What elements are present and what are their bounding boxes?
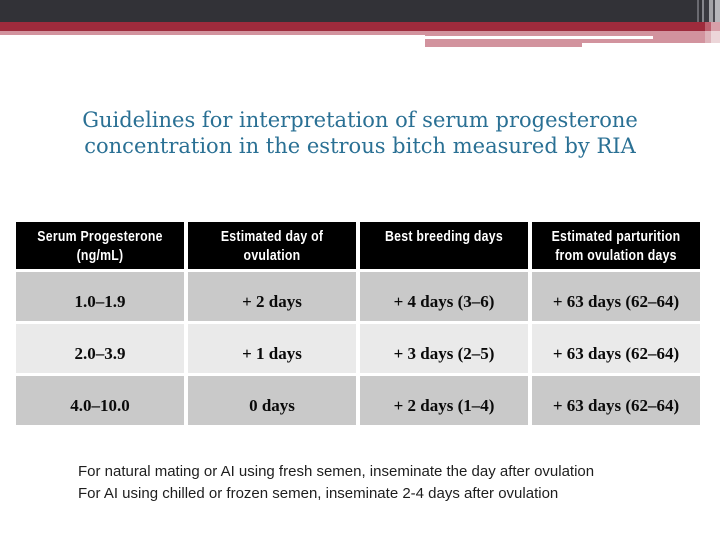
header-line: (ng/mL) bbox=[76, 247, 124, 264]
banner-edge-stripe bbox=[702, 0, 704, 22]
banner-edge-stripe bbox=[697, 0, 699, 22]
note-natural-mating: For natural mating or AI using fresh sem… bbox=[78, 463, 595, 480]
table-cell: + 4 days (3–6) bbox=[360, 272, 528, 321]
table-cell: 0 days bbox=[188, 376, 356, 425]
progesterone-table: Serum Progesterone (ng/mL) Estimated day… bbox=[16, 222, 700, 425]
banner-edge-stripe bbox=[715, 0, 720, 22]
table-cell: 1.0–1.9 bbox=[16, 272, 184, 321]
table-cell: 4.0–10.0 bbox=[16, 376, 184, 425]
header-line: from ovulation days bbox=[555, 247, 677, 264]
table-cell: + 63 days (62–64) bbox=[532, 376, 700, 425]
banner-pink-block-right bbox=[582, 35, 720, 43]
table-cell: + 63 days (62–64) bbox=[532, 272, 700, 321]
slide-notes: For natural mating or AI using fresh sem… bbox=[78, 461, 678, 505]
banner-edge-lightpink-accent bbox=[711, 31, 720, 43]
banner-red-bar bbox=[0, 22, 720, 31]
banner-white-streak bbox=[425, 36, 653, 39]
header-line: Estimated parturition bbox=[551, 228, 681, 245]
banner-edge-red-accent bbox=[705, 22, 711, 31]
table-cell: + 2 days (1–4) bbox=[360, 376, 528, 425]
table-cell: + 3 days (2–5) bbox=[360, 324, 528, 373]
table-header-estimated-parturition: Estimated parturition from ovulation day… bbox=[532, 222, 700, 269]
table-cell: + 63 days (62–64) bbox=[532, 324, 700, 373]
banner-edge-stripe bbox=[704, 0, 709, 22]
header-line: ovulation bbox=[243, 247, 301, 264]
slide-title: Guidelines for interpretation of serum p… bbox=[40, 107, 680, 159]
header-line: Estimated day of bbox=[220, 228, 324, 245]
banner-pink-strip bbox=[0, 31, 720, 35]
table-header-best-breeding-days: Best breeding days bbox=[360, 222, 528, 269]
banner-edge-pink-accent bbox=[705, 31, 711, 43]
banner-edge-stripe bbox=[713, 0, 715, 22]
table-header-estimated-ovulation: Estimated day of ovulation bbox=[188, 222, 356, 269]
slide-title-line1: Guidelines for interpretation of serum p… bbox=[82, 108, 638, 132]
banner-charcoal-bar bbox=[0, 0, 720, 22]
table-cell: + 2 days bbox=[188, 272, 356, 321]
table-header-serum-progesterone: Serum Progesterone (ng/mL) bbox=[16, 222, 184, 269]
header-line: Best breeding days bbox=[385, 228, 503, 245]
table-cell: 2.0–3.9 bbox=[16, 324, 184, 373]
banner-edge-stripe bbox=[709, 0, 713, 22]
slide-title-line2: concentration in the estrous bitch measu… bbox=[84, 134, 636, 158]
table-cell: + 1 days bbox=[188, 324, 356, 373]
note-chilled-semen: For AI using chilled or frozen semen, in… bbox=[78, 485, 559, 502]
header-line: Serum Progesterone bbox=[37, 228, 163, 245]
banner-edge-rose-accent bbox=[711, 22, 720, 31]
